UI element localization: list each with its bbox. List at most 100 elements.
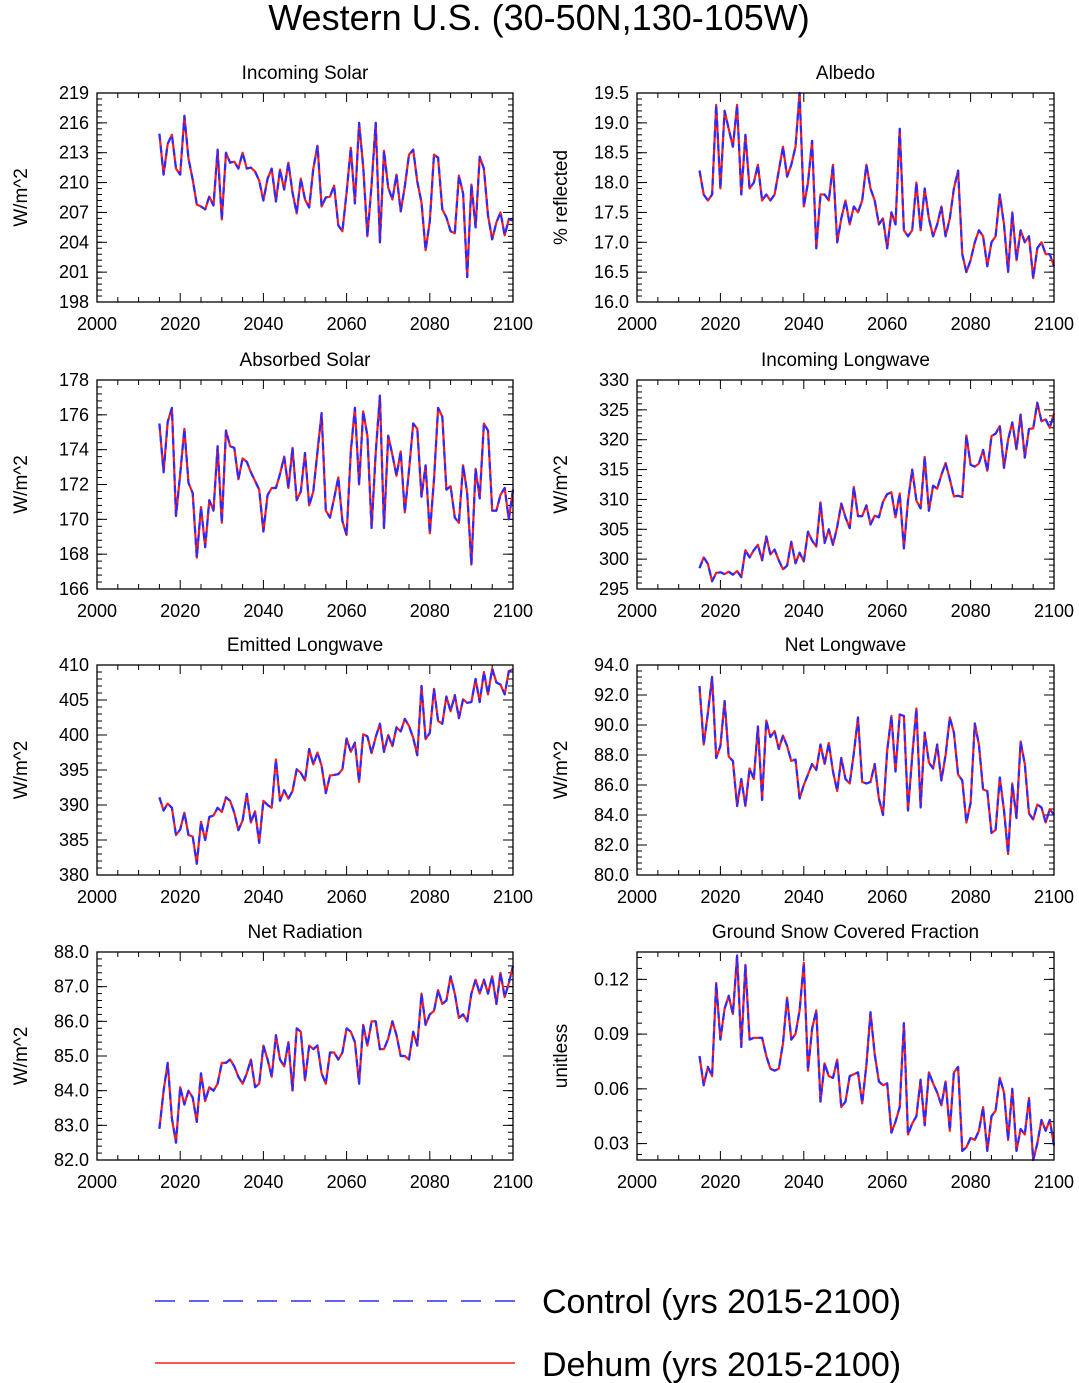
- x-tick-label: 2060: [327, 314, 367, 334]
- y-tick-label: 0.03: [594, 1134, 629, 1154]
- x-tick-label: 2040: [243, 601, 283, 621]
- y-tick-label: 219: [59, 83, 89, 103]
- series-line-control: [698, 91, 1056, 280]
- series-line-dehum: [158, 667, 514, 865]
- x-tick-label: 2040: [784, 314, 824, 334]
- panel-title: Absorbed Solar: [240, 350, 372, 371]
- y-tick-label: 315: [599, 460, 629, 480]
- y-tick-label: 201: [59, 262, 89, 282]
- panel-7: Ground Snow Covered Fraction unitless 2000…: [551, 922, 1074, 1192]
- y-tick-label: 88.0: [594, 745, 629, 765]
- x-tick-label: 2000: [77, 887, 117, 907]
- x-tick-label: 2040: [784, 887, 824, 907]
- panel-3: Incoming Longwave W/m^2 2000 2020 2040 2060 20…: [551, 350, 1074, 621]
- panel-title: Incoming Solar: [242, 63, 369, 84]
- y-tick-label: 86.0: [594, 775, 629, 795]
- y-tick-label: 16.5: [594, 262, 629, 282]
- x-tick-label: 2020: [160, 887, 200, 907]
- series-line-dehum: [698, 954, 1056, 1162]
- x-tick-label: 2100: [493, 314, 533, 334]
- panel-title: Net Longwave: [785, 635, 906, 656]
- y-tick-label: 0.06: [594, 1079, 629, 1099]
- y-tick-label: 83.0: [54, 1115, 89, 1135]
- panel-title: Albedo: [816, 63, 875, 84]
- x-tick-label: 2060: [867, 601, 907, 621]
- y-tick-label: 166: [59, 579, 89, 599]
- x-tick-label: 2000: [617, 887, 657, 907]
- y-axis-label: W/m^2: [551, 741, 572, 800]
- y-tick-label: 310: [599, 489, 629, 509]
- y-axis-label: W/m^2: [11, 1027, 32, 1086]
- panel-grid: Incoming Solar W/m^2 2000 2020 2040 2060 2080 2…: [11, 63, 1074, 1192]
- y-axis-label: unitless: [551, 1024, 572, 1088]
- x-tick-label: 2060: [327, 887, 367, 907]
- plot-frame: [636, 92, 1055, 303]
- series-line-dehum: [158, 394, 515, 566]
- x-tick-label: 2000: [617, 601, 657, 621]
- panel-title: Emitted Longwave: [227, 635, 383, 656]
- y-tick-label: 385: [59, 830, 89, 850]
- y-tick-label: 92.0: [594, 685, 629, 705]
- legend-label-control: Control (yrs 2015-2100): [542, 1283, 901, 1321]
- x-tick-label: 2020: [160, 1172, 200, 1192]
- panel-0: Incoming Solar W/m^2 2000 2020 2040 2060 2080 2…: [11, 63, 533, 334]
- series-line-control: [158, 114, 514, 279]
- y-tick-label: 300: [599, 549, 629, 569]
- figure-title: Western U.S. (30-50N,130-105W): [268, 0, 810, 38]
- x-tick-label: 2080: [410, 314, 450, 334]
- x-tick-label: 2020: [160, 601, 200, 621]
- panel-1: Albedo % reflected 2000 2020 2040 2060 2080 210…: [551, 63, 1074, 334]
- x-tick-label: 2000: [77, 601, 117, 621]
- y-axis-label: W/m^2: [551, 455, 572, 514]
- x-tick-label: 2020: [700, 887, 740, 907]
- y-tick-label: 17.0: [594, 232, 629, 252]
- y-tick-label: 380: [59, 865, 89, 885]
- x-tick-label: 2060: [867, 1172, 907, 1192]
- x-tick-label: 2080: [410, 887, 450, 907]
- plot-frame: [636, 664, 1055, 876]
- y-tick-label: 85.0: [54, 1046, 89, 1066]
- plot-frame: [96, 379, 514, 590]
- y-tick-label: 178: [59, 370, 89, 390]
- x-tick-label: 2080: [951, 601, 991, 621]
- plot-frame: [96, 951, 514, 1161]
- panel-2: Absorbed Solar W/m^2 2000 2020 2040 2060 2080 2…: [11, 350, 533, 621]
- x-tick-label: 2080: [410, 1172, 450, 1192]
- x-tick-label: 2060: [327, 601, 367, 621]
- series-line-control: [158, 667, 514, 865]
- x-tick-label: 2040: [243, 314, 283, 334]
- panel-title: Incoming Longwave: [761, 350, 930, 371]
- x-tick-label: 2080: [410, 601, 450, 621]
- y-tick-label: 168: [59, 544, 89, 564]
- y-tick-label: 18.0: [594, 173, 629, 193]
- series-line-dehum: [158, 114, 514, 279]
- y-tick-label: 90.0: [594, 715, 629, 735]
- panel-4: Emitted Longwave W/m^2 2000 2020 2040 2060 208…: [11, 635, 533, 907]
- x-tick-label: 2100: [493, 1172, 533, 1192]
- x-tick-label: 2060: [327, 1172, 367, 1192]
- y-tick-label: 84.0: [594, 805, 629, 825]
- x-tick-label: 2040: [243, 887, 283, 907]
- x-tick-label: 2080: [951, 1172, 991, 1192]
- x-tick-label: 2100: [1034, 887, 1074, 907]
- y-axis-label: W/m^2: [11, 455, 32, 514]
- panel-5: Net Longwave W/m^2 2000 2020 2040 2060 2080 210…: [551, 635, 1074, 907]
- x-tick-label: 2000: [77, 314, 117, 334]
- panel-title: Net Radiation: [247, 922, 362, 943]
- y-tick-label: 80.0: [594, 865, 629, 885]
- legend: Control (yrs 2015-2100) Dehum (yrs 2015-…: [155, 1283, 901, 1383]
- y-tick-label: 400: [59, 725, 89, 745]
- series-line-dehum: [698, 675, 1055, 856]
- y-tick-label: 17.5: [594, 202, 629, 222]
- x-tick-label: 2100: [1034, 314, 1074, 334]
- y-tick-label: 170: [59, 509, 89, 529]
- y-tick-label: 0.09: [594, 1024, 629, 1044]
- x-tick-label: 2020: [700, 314, 740, 334]
- x-tick-label: 2080: [951, 314, 991, 334]
- panel-6: Net Radiation W/m^2 2000 2020 2040 2060 2080 21…: [11, 922, 533, 1192]
- y-tick-label: 82.0: [54, 1150, 89, 1170]
- series-line-control: [698, 954, 1056, 1162]
- y-axis-label: W/m^2: [11, 741, 32, 800]
- x-tick-label: 2040: [243, 1172, 283, 1192]
- series-line-dehum: [158, 965, 515, 1144]
